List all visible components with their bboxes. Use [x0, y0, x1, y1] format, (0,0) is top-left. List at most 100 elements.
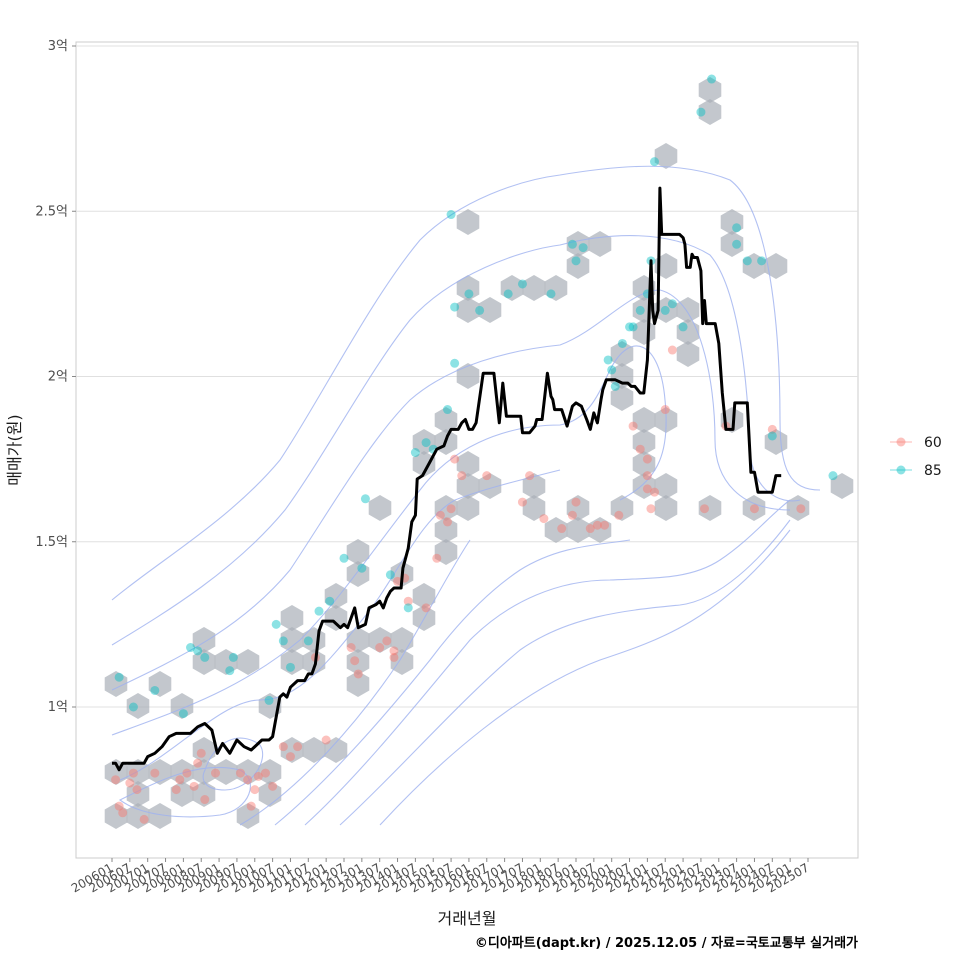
point-60 [600, 520, 610, 530]
legend-label: 85 [924, 463, 942, 479]
point-60 [646, 504, 656, 514]
point-85 [193, 646, 203, 656]
point-85 [357, 563, 367, 573]
y-tick-label: 3억 [48, 39, 68, 54]
point-85 [314, 606, 324, 616]
point-60 [642, 471, 652, 481]
point-60 [375, 643, 385, 653]
point-60 [118, 808, 128, 818]
hexbin-cell [632, 451, 656, 477]
scatter-layer [111, 74, 838, 824]
point-60 [111, 775, 121, 785]
point-60 [628, 421, 638, 431]
point-85 [114, 672, 124, 682]
hexbin-cell [830, 473, 854, 499]
hexbin-cell [214, 759, 238, 785]
y-tick-label: 1.5억 [35, 535, 68, 550]
point-85 [732, 239, 742, 249]
hexbin-cell [280, 649, 304, 675]
hexbin-cell [478, 297, 502, 323]
point-85 [828, 471, 838, 481]
hexbin-cell [126, 759, 150, 785]
point-60 [243, 775, 253, 785]
point-60 [150, 768, 160, 778]
hexbin-cell [698, 77, 722, 103]
hexbin-cell [192, 627, 216, 653]
point-60 [175, 775, 185, 785]
point-85 [303, 636, 313, 646]
point-85 [450, 302, 460, 312]
y-axis-title: 매매가(원) [5, 414, 24, 485]
point-60 [128, 768, 138, 778]
point-85 [360, 494, 370, 504]
legend-key-point [896, 437, 906, 447]
hexbin-cell [302, 737, 326, 763]
point-60 [557, 524, 567, 534]
point-60 [321, 735, 331, 745]
hexbin-layer [104, 77, 854, 829]
contour-line [111, 289, 791, 691]
point-60 [285, 752, 295, 762]
point-60 [635, 444, 645, 454]
point-60 [171, 785, 181, 795]
hexbin-cell [588, 517, 612, 543]
point-60 [525, 471, 535, 481]
point-60 [592, 520, 602, 530]
point-85 [503, 289, 513, 299]
point-85 [696, 107, 706, 117]
point-60 [749, 504, 759, 514]
hexbin-cell [632, 429, 656, 455]
point-85 [667, 299, 677, 309]
hexbin-cell [610, 495, 634, 521]
point-85 [278, 636, 288, 646]
point-60 [403, 596, 413, 606]
hexbin-cell [698, 99, 722, 125]
hexbin-cell [104, 803, 128, 829]
hexbin-cell [236, 649, 260, 675]
hexbin-cell [302, 649, 326, 675]
hexbin-cell [588, 231, 612, 257]
legend-item-60: 60 [890, 435, 942, 451]
hexbin-cell [720, 209, 744, 235]
point-60 [182, 768, 192, 778]
hexbin-cell [126, 693, 150, 719]
hexbin-cell [478, 473, 502, 499]
hexbin-cell [456, 473, 480, 499]
point-85 [385, 570, 395, 580]
point-85 [767, 431, 777, 441]
legend: 60 85 [890, 435, 942, 479]
hexbin-cell [456, 495, 480, 521]
point-85 [339, 553, 349, 563]
point-85 [421, 438, 431, 448]
hexbin-cell [566, 495, 590, 521]
point-60 [268, 781, 278, 791]
point-85 [325, 596, 335, 606]
hexbin-cell [632, 407, 656, 433]
point-85 [603, 355, 613, 365]
hexbin-cell [324, 605, 348, 631]
point-85 [625, 322, 635, 332]
point-60 [346, 643, 356, 653]
hexbin-cell [346, 539, 370, 565]
point-60 [660, 405, 670, 415]
point-85 [757, 256, 767, 266]
point-85 [225, 666, 235, 676]
hexbin-cell [522, 495, 546, 521]
point-85 [228, 652, 238, 662]
hexbin-cell [742, 253, 766, 279]
hexbin-cell [566, 231, 590, 257]
point-60 [189, 781, 199, 791]
point-85 [546, 289, 556, 299]
hexbin-cell [676, 319, 700, 345]
contour-line [339, 519, 791, 826]
y-axis: 1억 1.5억 2억 2.5억 3억 [35, 39, 76, 715]
point-60 [435, 510, 445, 520]
contour-line [118, 766, 251, 818]
contour-line [111, 345, 667, 736]
point-60 [125, 778, 135, 788]
hexbin-cell [434, 407, 458, 433]
point-85 [610, 381, 620, 391]
hexbin-cell [148, 803, 172, 829]
median-trend-line [112, 186, 782, 772]
point-60 [650, 487, 660, 497]
